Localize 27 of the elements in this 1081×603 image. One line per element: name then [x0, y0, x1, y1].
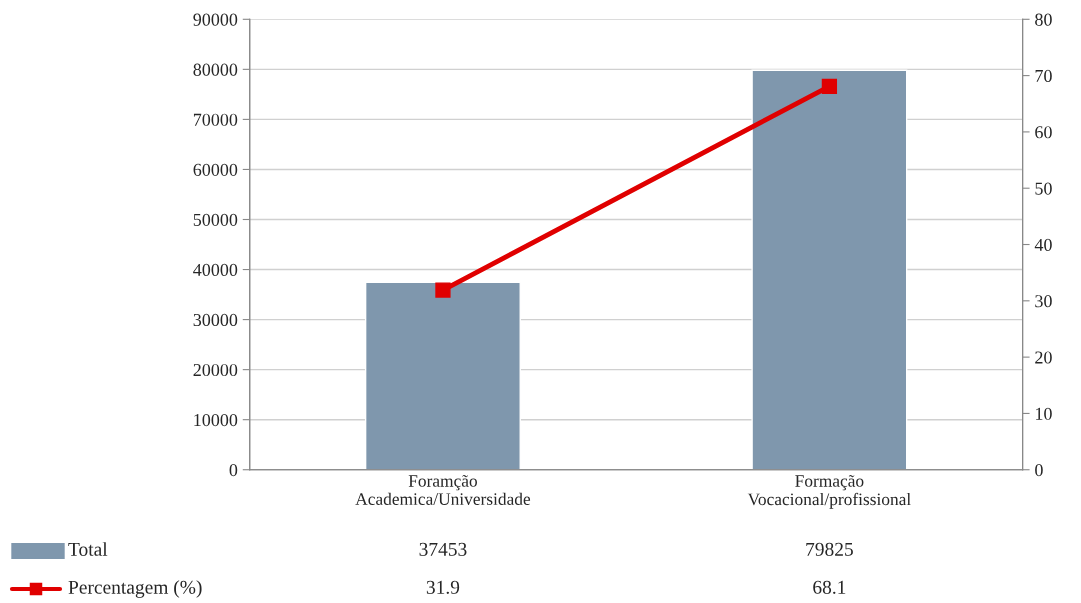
y-tick-label: 60000 [193, 163, 238, 176]
y-tick-label: 40000 [193, 263, 238, 276]
y2-tick-label: 20 [1035, 351, 1052, 364]
legend-label: Percentagem (%) [68, 580, 202, 598]
y2-tick-label: 70 [1035, 69, 1052, 83]
y-tick-label: 30000 [193, 313, 238, 327]
y-tick-label: 20000 [193, 363, 238, 377]
y2-tick-label: 0 [1035, 463, 1043, 477]
y-tick-label: 0 [229, 463, 238, 477]
x-tick-label: Formação Vocacional/profissional [747, 474, 911, 509]
y-tick-label: 10000 [194, 413, 238, 427]
y-tick-label: 90000 [193, 13, 238, 26]
data-label: 31.9 [426, 580, 460, 594]
y2-tick-label: 50 [1035, 182, 1052, 195]
data-label: 79825 [806, 542, 853, 556]
y-tick-label: 80000 [193, 63, 238, 76]
y2-tick-label: 80 [1035, 13, 1052, 26]
x-tick-label: Foramção Academica/Universidade [355, 474, 531, 505]
y-tick-label: 70000 [193, 113, 238, 126]
data-label: 68.1 [813, 580, 846, 594]
data-label: 37453 [419, 542, 467, 556]
y2-tick-label: 30 [1035, 295, 1052, 308]
y2-tick-label: 10 [1036, 407, 1052, 420]
y2-tick-label: 40 [1034, 238, 1052, 251]
y-tick-label: 50000 [193, 213, 238, 226]
legend-label: Total [68, 542, 108, 556]
y2-tick-label: 60 [1035, 126, 1052, 139]
